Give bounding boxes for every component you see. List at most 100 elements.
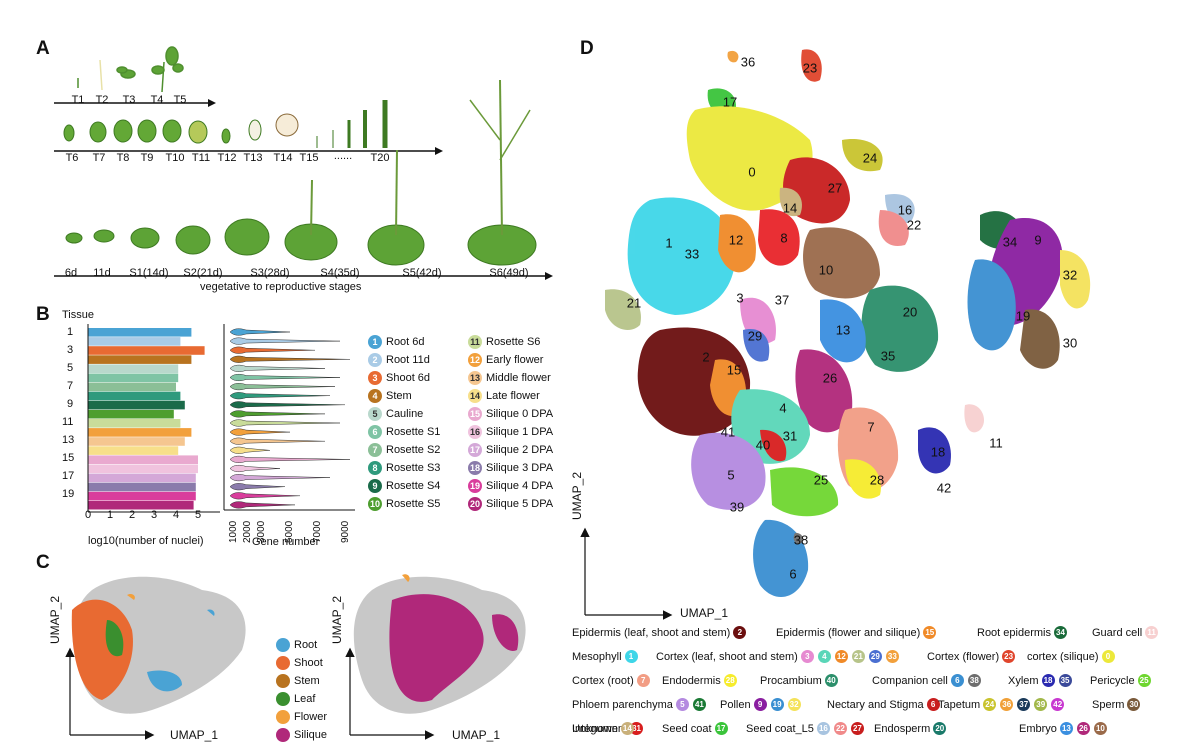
legend-label: Root (294, 639, 318, 651)
cluster-label: 27 (827, 180, 843, 196)
legend-swatch: 37 (1017, 698, 1031, 711)
legend-swatch: 27 (850, 722, 864, 735)
legend-swatch: 6 (950, 674, 964, 687)
x-tick: 0 (85, 509, 92, 521)
stage-label: T6 (65, 152, 79, 164)
violin (229, 355, 351, 363)
legend-label: Root 11d (386, 354, 430, 366)
violin (229, 437, 326, 445)
bar (88, 373, 179, 383)
stage-label: T20 (370, 152, 390, 164)
legend-item: Unknown 14 (572, 722, 635, 735)
legend-swatch: 19 (770, 698, 784, 711)
legend-swatch: 1 (624, 650, 638, 663)
legend-item: 7 Rosette S2 (368, 441, 463, 459)
stage-label: T3 (122, 94, 136, 106)
row-label: 9 (67, 398, 74, 410)
legend-swatch: 10 (368, 497, 382, 511)
cluster-label: 17 (722, 94, 738, 110)
panel-label-b: B (36, 304, 50, 325)
legend-swatch: 35 (1058, 674, 1072, 687)
bar (88, 328, 192, 337)
cluster-label: 12 (728, 232, 744, 248)
legend-swatch: 12 (468, 353, 482, 367)
cluster-label: 19 (1015, 308, 1031, 324)
legend-label: Stem (386, 390, 412, 402)
stage-label: 6d (64, 267, 78, 279)
legend-label: Silique 2 DPA (486, 444, 554, 456)
d-xlabel: UMAP_1 (680, 606, 729, 620)
legend-item: Pericycle 25 (1090, 674, 1152, 687)
legend-label: Pollen (720, 698, 751, 711)
legend-item: Epidermis (flower and silique) 15 (776, 626, 937, 639)
bar (88, 491, 196, 501)
legend-label: Seed coat_L5 (746, 722, 814, 735)
legend-swatch: 0 (1101, 650, 1115, 663)
legend-label: Unknown (572, 722, 618, 735)
cluster-label: 16 (897, 202, 913, 218)
legend-item: Phloem parenchyma 5 41 (572, 698, 707, 711)
bar-x-label: log10(number of nuclei) (88, 535, 204, 547)
tissue-legend-col-2: 11 Rosette S6 12 Early flower 13 Middle flo… (468, 333, 568, 513)
legend-label: Mesophyll (572, 650, 622, 663)
legend-item: Endosperm 20 (874, 722, 947, 735)
c-right-xlabel: UMAP_1 (452, 728, 501, 742)
legend-swatch: 14 (468, 389, 482, 403)
legend-item: 10 Rosette S5 (368, 495, 463, 513)
legend-label: Cortex (flower) (927, 650, 1000, 663)
tissue-title: Tissue (62, 309, 94, 321)
bar (88, 455, 198, 464)
stage-label: S1(14d) (129, 267, 169, 279)
x-tick: 5 (195, 509, 202, 521)
violin (229, 492, 301, 500)
legend-item: 5 Cauline (368, 405, 463, 423)
legend-swatch: 13 (468, 371, 482, 385)
legend-item: Embryo 13 26 10 (1019, 722, 1108, 735)
stage-label: S6(49d) (489, 267, 529, 279)
legend-item: Root epidermis 34 (977, 626, 1068, 639)
cluster-label: 22 (906, 217, 922, 233)
cell-type-legend: Epidermis (leaf, shoot and stem) 2 Epider… (572, 626, 1192, 751)
bar (88, 464, 198, 474)
bar (88, 482, 196, 492)
legend-label: Cortex (leaf, shoot and stem) (656, 650, 798, 663)
stage-label: T12 (217, 152, 237, 164)
legend-swatch (276, 728, 290, 742)
umap-tissue-plots (65, 574, 526, 740)
panel-label-d: D (580, 38, 594, 59)
bar (88, 337, 181, 346)
legend-swatch: 25 (1137, 674, 1151, 687)
legend-item: Silique (276, 726, 346, 744)
stage-label: ...... (333, 150, 353, 162)
violin (229, 392, 331, 400)
panel-label-a: A (36, 38, 50, 59)
legend-item: 14 Late flower (468, 387, 568, 405)
legend-item: Guard cell 11 (1092, 626, 1159, 639)
umap-cluster-plot (580, 49, 1091, 620)
legend-label: Endodermis (662, 674, 721, 687)
violin (229, 474, 331, 482)
legend-swatch: 6 (368, 425, 382, 439)
cluster-label: 37 (774, 292, 790, 308)
legend-item: 8 Rosette S3 (368, 459, 463, 477)
cluster-label: 24 (862, 150, 878, 166)
legend-item: Pollen 9 19 32 (720, 698, 802, 711)
legend-item: Tapetum 24 36 37 39 42 (938, 698, 1065, 711)
legend-label: Seed coat (662, 722, 712, 735)
cluster-label: 33 (684, 246, 700, 262)
stage-label: T7 (92, 152, 106, 164)
legend-label: Rosette S5 (386, 498, 441, 510)
violin (229, 446, 271, 454)
legend-item: 16 Silique 1 DPA (468, 423, 568, 441)
cluster-label: 36 (740, 54, 756, 70)
legend-item: Stem (276, 672, 346, 690)
legend-label: Stem (294, 675, 320, 687)
legend-swatch: 33 (885, 650, 899, 663)
cluster-label: 39 (729, 499, 745, 515)
stage-label: T14 (273, 152, 293, 164)
legend-swatch: 42 (1051, 698, 1065, 711)
legend-item: Sperm 30 (1092, 698, 1141, 711)
legend-label: Endosperm (874, 722, 931, 735)
legend-item: 18 Silique 3 DPA (468, 459, 568, 477)
legend-swatch (276, 692, 290, 706)
